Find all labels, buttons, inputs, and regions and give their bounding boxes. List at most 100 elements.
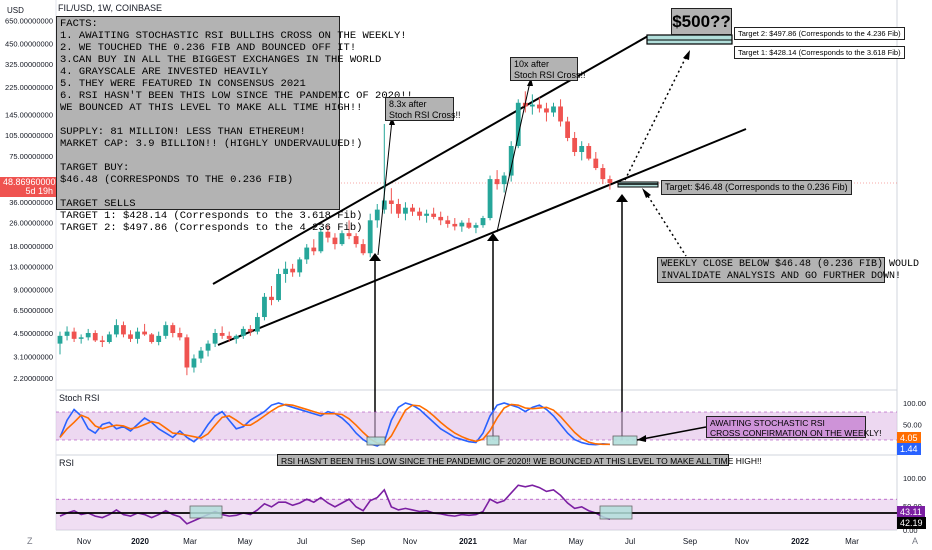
candle	[487, 175, 493, 221]
timezone-icon[interactable]: Z	[27, 536, 33, 546]
candle	[240, 326, 246, 339]
time-axis-label: Mar	[183, 537, 197, 546]
candle	[452, 218, 458, 231]
weekly-close-note: WEEKLY CLOSE BELOW $46.48 (0.236 FIB) WO…	[657, 257, 919, 283]
candle	[473, 222, 479, 234]
candle-body	[332, 237, 338, 245]
candle-body	[99, 340, 105, 342]
arrow-to-note-10x	[496, 81, 531, 233]
candle	[311, 239, 317, 256]
candle	[593, 152, 599, 171]
candle	[142, 323, 147, 336]
candle	[297, 257, 303, 277]
rsi-note: RSI HASN'T BEEN THIS LOW SINCE THE PANDE…	[277, 454, 762, 466]
candle-body	[135, 331, 140, 339]
stoch-d-tag: 1.44	[897, 443, 921, 455]
candle-body	[247, 328, 253, 332]
candle	[565, 116, 570, 142]
price-tick-label: 9.00000000	[13, 285, 53, 294]
candle-body	[71, 331, 77, 339]
candle-body	[64, 331, 70, 336]
time-axis-label: 2021	[459, 537, 477, 546]
candle	[198, 347, 204, 363]
candle	[226, 331, 232, 342]
stoch-highlight	[612, 435, 638, 446]
candle-body	[459, 222, 465, 227]
candle	[212, 328, 218, 348]
candle-body	[466, 222, 472, 228]
candle	[424, 209, 429, 223]
candle-body	[565, 121, 570, 138]
channel-lower-line	[217, 128, 747, 346]
candle	[529, 94, 535, 115]
candle-body	[579, 146, 585, 153]
candle	[346, 220, 352, 240]
candle-body	[551, 106, 556, 113]
candle	[459, 220, 465, 232]
candle	[600, 164, 606, 185]
candle-body	[85, 332, 91, 338]
last-price-tag: 48.86960000 5d 19h	[0, 177, 56, 197]
rsi-line	[59, 484, 611, 525]
facts-line: TARGET BUY:	[60, 162, 130, 174]
candle-body	[304, 247, 310, 260]
candle	[233, 334, 239, 344]
time-axis-label: Jul	[297, 537, 307, 546]
time-axis-label: Sep	[351, 537, 366, 546]
price-tick-label: 450.00000000	[5, 39, 53, 48]
candle-body	[374, 209, 380, 221]
price-tick-label: 325.00000000	[5, 60, 53, 69]
facts-line: 5. THEY WERE FEATURED IN CONSENSUS 2021	[60, 78, 306, 90]
candle-body	[367, 220, 373, 254]
arrow-to-stoch-note	[636, 426, 707, 441]
target-2-label: Target 2: $497.86 (Corresponds to the 4.…	[734, 27, 905, 40]
candle-body	[431, 213, 437, 217]
candle	[551, 102, 556, 117]
price-tick-label: 2.20000000	[13, 374, 53, 383]
candle-body	[572, 137, 578, 153]
facts-line: 6. RSI HASN'T BEEN THIS LOW SINCE THE PA…	[60, 90, 413, 102]
candle-body	[424, 213, 429, 216]
facts-line	[60, 150, 336, 162]
candle	[71, 327, 77, 342]
time-axis-label: Mar	[513, 537, 527, 546]
candle-body	[325, 231, 331, 238]
candle-body	[353, 236, 359, 245]
candle	[586, 143, 592, 161]
candle	[78, 334, 84, 344]
arrow-head	[389, 117, 395, 125]
candle-body	[346, 233, 352, 237]
facts-line: $46.48 (CORRESPONDS TO THE 0.236 FIB)	[60, 174, 294, 186]
facts-line	[60, 114, 336, 126]
candle-body	[262, 296, 267, 318]
candle	[149, 332, 155, 344]
candle	[114, 319, 119, 338]
candle	[544, 102, 549, 122]
candle-body	[360, 244, 366, 254]
price-tick-label: 75.00000000	[9, 152, 53, 161]
candle	[501, 172, 507, 193]
price-tick-label: 36.00000000	[9, 198, 53, 207]
arrow-head	[369, 253, 381, 261]
candle-body	[544, 108, 549, 113]
candle	[128, 330, 133, 342]
price-tick-label: 18.00000000	[9, 242, 53, 251]
candle-body	[452, 223, 458, 227]
stoch-k-tag: 4.05	[897, 432, 921, 444]
facts-line: TARGET 2: $497.86 (Corresponds to the 4.…	[60, 222, 363, 234]
arrow-head	[642, 188, 651, 198]
candle-body	[487, 179, 493, 219]
candle	[396, 198, 401, 219]
candle-body	[473, 225, 479, 228]
auto-scale-icon[interactable]: A	[912, 536, 919, 546]
rsi-highlight	[599, 505, 633, 520]
candle	[466, 218, 472, 230]
candle	[480, 215, 486, 228]
candle-body	[410, 207, 415, 212]
candle-body	[114, 325, 119, 335]
stoch-highlight	[366, 436, 386, 446]
candle	[388, 188, 394, 214]
candle	[64, 326, 70, 341]
price-tick-label: 26.00000000	[9, 219, 53, 228]
candle-body	[396, 203, 401, 214]
